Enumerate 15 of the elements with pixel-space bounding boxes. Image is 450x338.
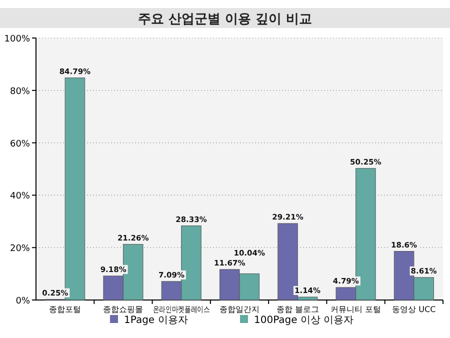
legend-label: 1Page 이용자 [124, 315, 188, 326]
y-tick-label: 20% [10, 244, 30, 254]
x-tick-label: 종합포털 [49, 305, 82, 314]
y-tick-label: 80% [10, 86, 30, 97]
x-tick-label: 동영상 UCC [392, 305, 436, 314]
y-tick-label: 100% [4, 34, 30, 44]
x-tick-label: 종합쇼핑몰 [103, 305, 144, 314]
chart-title: 주요 산업군별 이용 깊이 비교 [138, 12, 312, 27]
x-tick-label: 커뮤니티 포털 [330, 305, 382, 314]
x-tick-label: 종합 블로그 [276, 305, 319, 314]
x-tick-label: 종합일간지 [220, 305, 260, 314]
y-tick-label: 40% [10, 192, 30, 202]
y-tick-label: 0% [16, 296, 30, 306]
legend-label: 100Page 이상 이용자 [254, 315, 354, 326]
y-tick-label: 60% [10, 139, 30, 150]
